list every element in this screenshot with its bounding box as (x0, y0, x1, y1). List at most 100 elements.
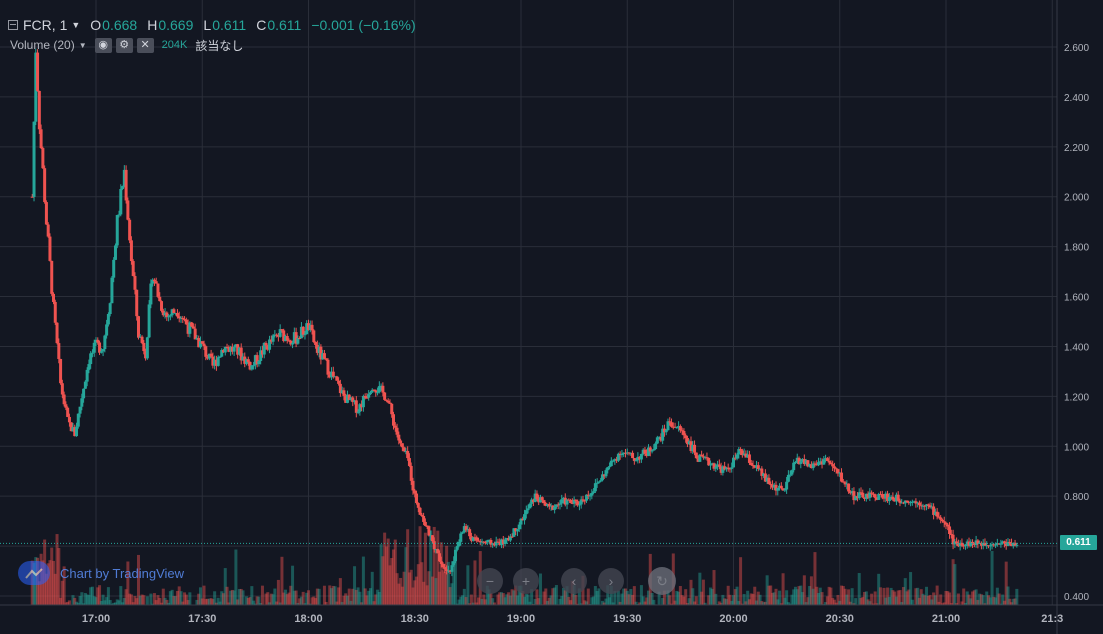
candle-body (772, 484, 776, 488)
eye-icon[interactable]: ◉ (94, 37, 112, 53)
volume-bar (824, 602, 828, 605)
volume-bar (234, 549, 238, 605)
volume-bar (724, 599, 728, 605)
volume-bar (158, 597, 162, 605)
y-tick-label: 2.600 (1064, 43, 1089, 54)
volume-bar (675, 590, 679, 605)
volume-bar (515, 595, 519, 605)
chevron-down-icon[interactable]: ▼ (78, 40, 87, 50)
volume-bar (572, 585, 576, 605)
candle-body (197, 338, 201, 348)
candle-body (873, 494, 877, 498)
volume-bar (972, 590, 976, 605)
interval[interactable]: 1 (59, 17, 68, 33)
volume-bar (409, 569, 413, 605)
volume-bar (891, 590, 895, 605)
volume-bar (48, 560, 52, 605)
volume-bar (682, 596, 686, 605)
volume-bar (411, 587, 415, 605)
volume-label[interactable]: Volume (20) (10, 38, 75, 52)
candle-body (112, 259, 116, 278)
candle-body (354, 400, 358, 413)
volume-bar (211, 599, 215, 605)
candle-body (457, 541, 461, 547)
scroll-left-button[interactable]: ‹ (561, 568, 587, 594)
volume-bar (703, 602, 707, 605)
candle-body (979, 542, 983, 546)
volume-bar (758, 594, 762, 605)
candle-body (393, 425, 397, 428)
candle-body (494, 541, 498, 546)
volume-bar (558, 598, 562, 605)
reset-chart-button[interactable]: ↻ (648, 567, 676, 595)
candle-body (191, 326, 195, 329)
volume-bar (530, 589, 534, 605)
volume-bar (875, 603, 879, 605)
volume-bar (71, 595, 75, 605)
volume-bar (604, 598, 608, 605)
volume-bar (877, 573, 881, 605)
candle-body (680, 430, 684, 432)
chevron-down-icon[interactable]: ▼ (71, 20, 81, 30)
volume-bar (206, 598, 210, 605)
volume-bar (802, 575, 806, 605)
tradingview-branding[interactable]: Chart by TradingView (18, 561, 184, 585)
candle-body (1013, 542, 1017, 546)
symbol-name[interactable]: FCR (23, 17, 52, 33)
volume-bar (836, 594, 840, 605)
volume-bar (831, 597, 835, 605)
volume-bar (820, 592, 824, 605)
candle-body (565, 499, 569, 505)
volume-bar (910, 599, 914, 605)
volume-bar (946, 591, 950, 605)
candle-body (723, 466, 727, 470)
candle-body (562, 497, 565, 500)
volume-bar (732, 595, 735, 605)
zoom-in-button[interactable]: + (513, 568, 539, 594)
volume-bar (967, 594, 971, 605)
candle-body (615, 459, 619, 461)
volume-bar (367, 590, 371, 605)
candle-body (840, 472, 844, 482)
candle-body (165, 312, 169, 318)
volume-bar (994, 597, 998, 605)
y-tick-label: 1.800 (1064, 243, 1089, 254)
candle-body (948, 526, 952, 534)
close-icon[interactable]: ✕ (136, 37, 154, 53)
volume-bar (229, 590, 233, 605)
volume-bar (142, 595, 146, 605)
candle-body (960, 542, 964, 546)
candle-body (882, 497, 886, 499)
volume-bar (685, 603, 689, 605)
candle-body (478, 540, 482, 543)
scroll-right-button[interactable]: › (598, 568, 624, 594)
candle-body (312, 330, 316, 343)
volume-bar (335, 601, 339, 605)
volume-bar (650, 592, 654, 605)
candle-body (595, 482, 599, 484)
candle-body (108, 303, 112, 314)
volume-bar (756, 591, 760, 605)
gear-icon[interactable]: ⚙ (115, 37, 133, 53)
zoom-out-button[interactable]: − (477, 568, 503, 594)
volume-bar (296, 602, 300, 605)
volume-bar (597, 588, 601, 605)
volume-bar (510, 589, 514, 605)
candle-body (317, 346, 321, 353)
candle-body (880, 494, 884, 498)
collapse-icon[interactable] (8, 20, 18, 30)
volume-bar (850, 588, 854, 605)
candle-body (188, 322, 192, 334)
candle-body (995, 543, 999, 545)
volume-bar (278, 602, 282, 605)
volume-bar (889, 587, 893, 605)
candle-body (453, 549, 457, 562)
candle-body (537, 498, 541, 503)
volume-bar (386, 538, 390, 605)
candle-body (866, 493, 870, 498)
volume-bar (480, 598, 484, 605)
candle-body (978, 542, 982, 544)
volume-bar (505, 594, 509, 605)
candle-body (926, 504, 930, 506)
